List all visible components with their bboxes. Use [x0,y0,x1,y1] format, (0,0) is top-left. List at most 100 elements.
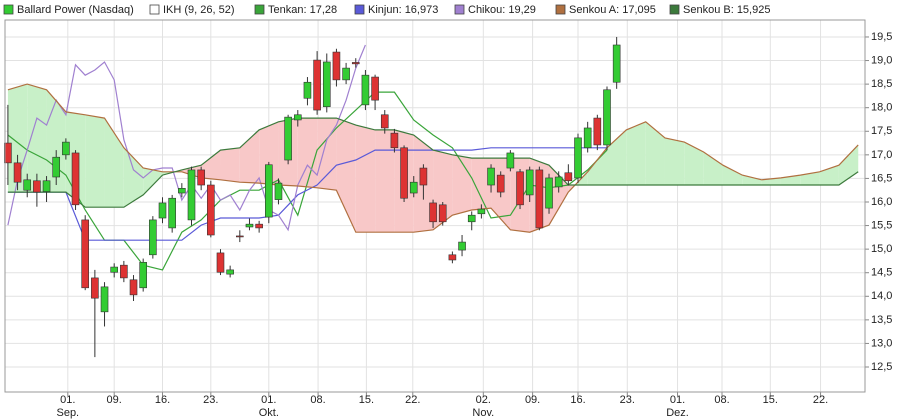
x-tick-label: 01. [261,394,276,406]
cloud-fill [800,171,820,186]
x-tick-label: 22. [405,394,420,406]
candle-body [361,74,370,106]
candle-body [129,279,138,296]
cloud-fill [201,150,221,180]
candle-body [120,264,128,279]
cloud-fill [85,114,105,208]
cloud-fill [123,147,144,208]
candle-body [603,89,611,146]
candle-body [71,152,80,206]
candle-body [13,162,22,183]
candle-body [545,177,553,209]
candle-body [593,117,602,146]
cloud-fill [27,84,47,193]
y-tick-label: 13,5 [871,314,892,326]
candle-body [158,202,167,219]
cloud-fill [317,118,337,191]
candle-body [207,184,215,236]
cloud-fill [220,147,240,183]
candle-body [23,179,32,191]
candle-body [535,169,544,229]
candle-body [264,164,273,218]
cloud-fill [104,118,124,208]
candle-body [351,62,360,65]
cloud-fill [703,152,723,186]
x-tick-label: 16. [570,394,585,406]
candle-body [313,59,321,111]
y-tick-label: 12,5 [871,361,892,373]
candle-body [255,223,263,229]
x-tick-label: 08. [714,394,729,406]
candle-body [400,147,408,199]
candle-body [448,254,457,261]
legend-label: Ballard Power (Nasdaq) [17,4,134,16]
cloud-fill [259,121,279,186]
cloud-fill [742,175,762,186]
candle-body [390,132,399,149]
x-tick-label: 02. [476,394,491,406]
candle-body [574,137,582,179]
x-tick-label: 16. [155,394,170,406]
legend-swatch [254,4,265,15]
candle-body [429,202,437,223]
cloud-fill [722,165,743,186]
candle-body [516,171,524,206]
cloud-fill [375,129,395,233]
cloud-fill [433,150,453,230]
y-tick-label: 17,5 [871,125,892,137]
indicator-line [7,117,859,208]
cloud-fill [626,121,646,186]
y-tick-label: 15,5 [871,219,892,231]
candle-body [419,167,428,186]
x-tick-label: 08. [310,394,325,406]
candle-body [554,176,563,188]
candle-body [342,67,350,81]
candle-body [332,51,341,81]
cloud-fill [143,168,163,195]
indicator-line [7,147,607,241]
plot-border [4,19,866,393]
cloud-fill [645,121,665,186]
candle-body [110,266,118,273]
candle-body [506,152,515,169]
legend-swatch [555,4,566,15]
candle-body [236,235,244,238]
cloud-fill [46,89,66,193]
y-tick-label: 19,5 [871,31,892,43]
candle-body [487,167,495,186]
y-tick-label: 13,0 [871,337,892,349]
legend-swatch [669,4,680,15]
legend-label: Senkou B: 15,925 [683,4,770,16]
x-tick-label: 15. [763,394,778,406]
legend-swatch [3,4,14,15]
month-label: Dez. [666,407,689,419]
candle-body [139,262,147,289]
candle-body [467,214,476,223]
legend-swatch [354,4,365,15]
candle-body [371,76,379,101]
y-tick-label: 16,5 [871,172,892,184]
candle-body [322,61,331,108]
candle-body [612,44,621,83]
candle-body [564,172,573,182]
candle-body [42,180,51,192]
legend-label: Kinjun: 16,973 [368,4,438,16]
y-tick-label: 14,5 [871,267,892,279]
candle-body [245,223,254,228]
candle-body [477,208,486,215]
x-tick-label: 15. [359,394,374,406]
y-tick-label: 19,0 [871,54,892,66]
cloud-fill [587,147,607,186]
candle-body [409,181,418,194]
y-tick-label: 16,0 [871,196,892,208]
y-tick-label: 18,5 [871,78,892,90]
cloud-fill [336,118,356,233]
candle-body [187,169,196,221]
cloud-fill [471,158,492,211]
cloud-fill [355,125,376,233]
legend-label: Chikou: 19,29 [468,4,536,16]
x-tick-label: 01. [60,394,75,406]
candle-body [274,182,283,200]
candle-body [226,269,234,275]
